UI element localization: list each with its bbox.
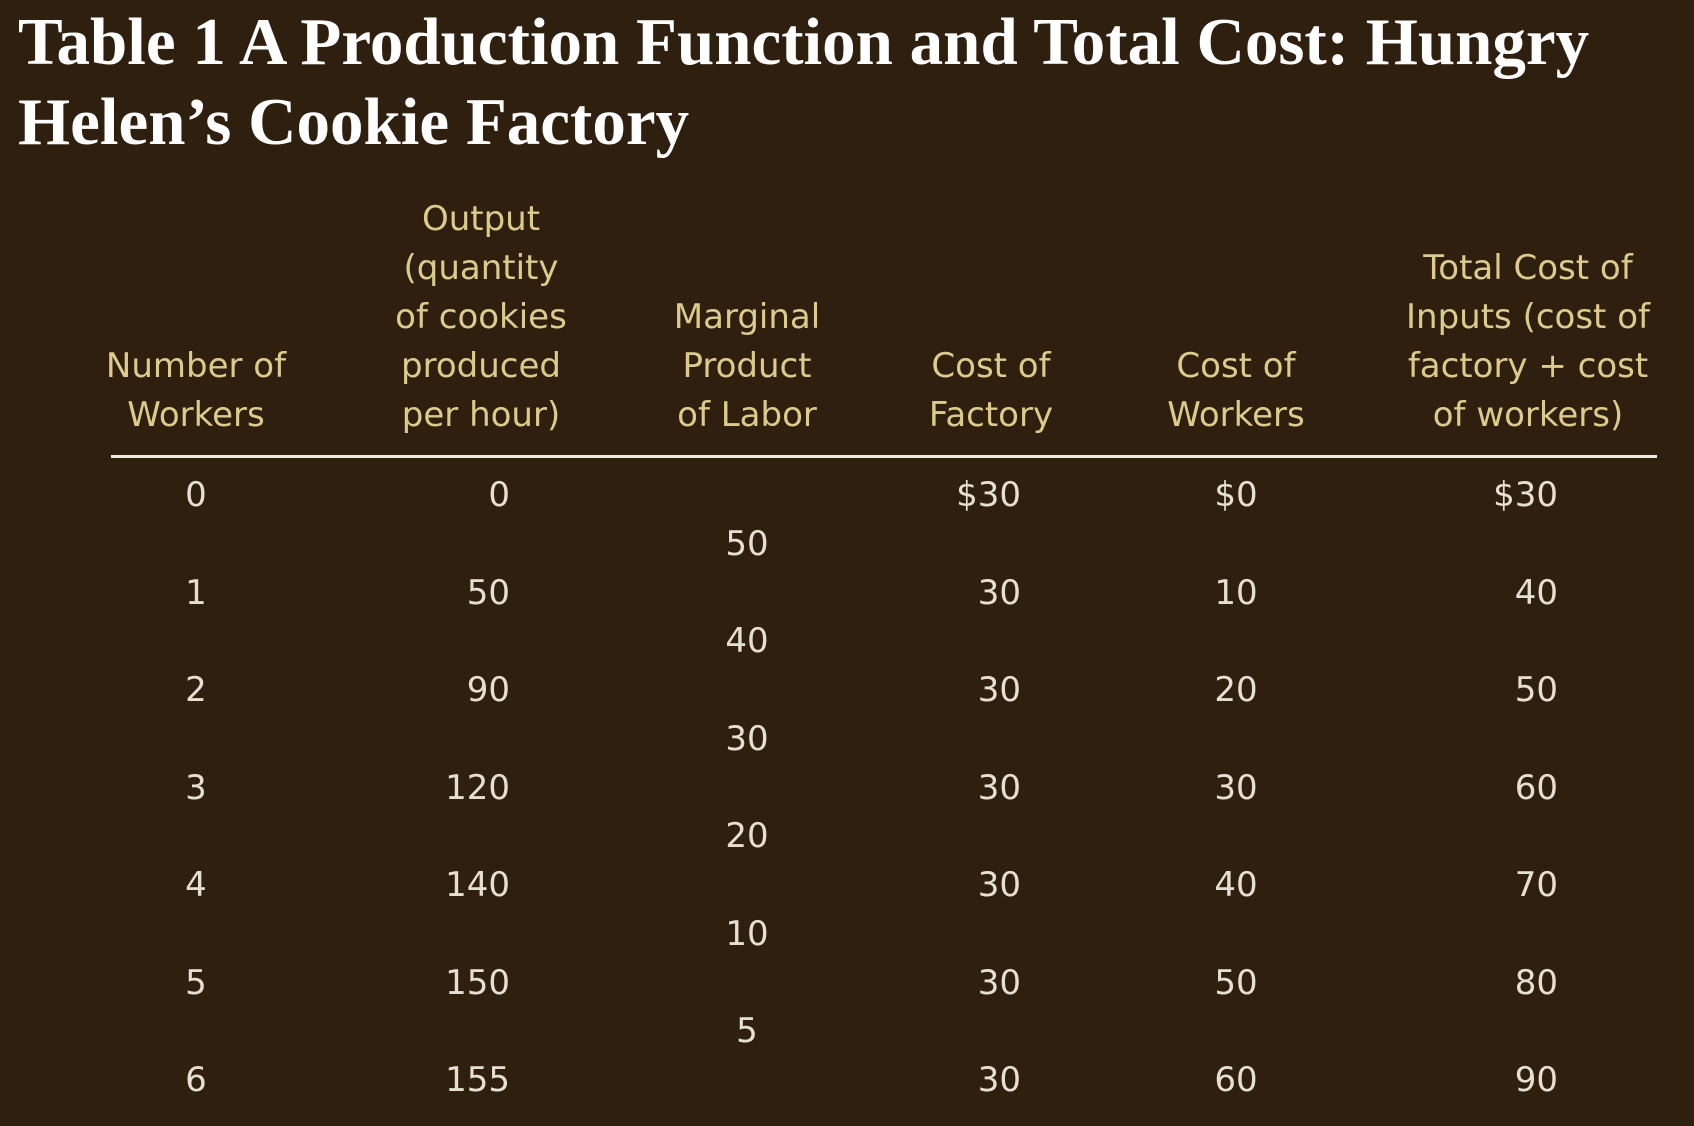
- cell-output: 50: [466, 572, 510, 613]
- cell-worker-cost: 50: [1214, 962, 1258, 1003]
- cell-worker-cost: 30: [1214, 767, 1258, 808]
- cell-workers: 4: [185, 865, 207, 905]
- cell-total-cost: 40: [1514, 572, 1558, 613]
- header-divider: [111, 455, 1657, 458]
- cell-output: 155: [445, 1060, 510, 1100]
- cell-workers: 1: [185, 572, 207, 613]
- cell-output: 0: [488, 475, 510, 515]
- cell-worker-cost: 60: [1214, 1060, 1258, 1100]
- header-total-cost: Total Cost of Inputs (cost of factory + …: [1406, 248, 1650, 435]
- cell-marginal-product: 10: [725, 913, 769, 954]
- header-output: Output (quantity of cookies produced per…: [395, 199, 567, 435]
- cell-worker-cost: 20: [1214, 670, 1258, 710]
- cell-workers: 2: [185, 670, 207, 710]
- cell-total-cost: $30: [1493, 475, 1558, 515]
- cell-factory-cost: 30: [977, 572, 1021, 613]
- cell-factory-cost: 30: [977, 767, 1021, 808]
- cell-marginal-product: 5: [736, 1011, 758, 1052]
- cell-worker-cost: 40: [1214, 865, 1258, 905]
- cell-total-cost: 70: [1514, 865, 1558, 905]
- header-cost-of-workers: Cost of Workers: [1167, 346, 1305, 435]
- cell-workers: 5: [185, 962, 207, 1003]
- header-marginal-product: Marginal Product of Labor: [673, 297, 821, 435]
- header-cost-of-factory: Cost of Factory: [928, 346, 1054, 435]
- cell-factory-cost: 30: [977, 670, 1021, 710]
- cell-total-cost: 90: [1514, 1060, 1558, 1100]
- cell-factory-cost: 30: [977, 962, 1021, 1003]
- header-number-of-workers: Number of Workers: [105, 346, 287, 435]
- cell-output: 90: [466, 670, 510, 710]
- cell-total-cost: 50: [1514, 670, 1558, 710]
- cell-total-cost: 80: [1514, 962, 1558, 1003]
- cell-output: 150: [445, 962, 510, 1003]
- cell-workers: 0: [185, 475, 207, 515]
- cell-factory-cost: $30: [956, 475, 1021, 515]
- cell-total-cost: 60: [1514, 767, 1558, 808]
- cell-marginal-product: 20: [725, 816, 769, 857]
- cell-output: 140: [445, 865, 510, 905]
- cell-factory-cost: 30: [977, 865, 1021, 905]
- table-title: Table 1 A Production Function and Total …: [18, 5, 1590, 159]
- cell-worker-cost: 10: [1214, 572, 1258, 613]
- cell-marginal-product: 30: [725, 718, 769, 759]
- cell-marginal-product: 40: [725, 621, 769, 662]
- cell-marginal-product: 50: [725, 523, 769, 564]
- cell-output: 120: [445, 767, 510, 808]
- cell-factory-cost: 30: [977, 1060, 1021, 1100]
- cell-workers: 3: [185, 767, 207, 808]
- cell-worker-cost: $0: [1214, 475, 1258, 515]
- cell-workers: 6: [185, 1060, 207, 1100]
